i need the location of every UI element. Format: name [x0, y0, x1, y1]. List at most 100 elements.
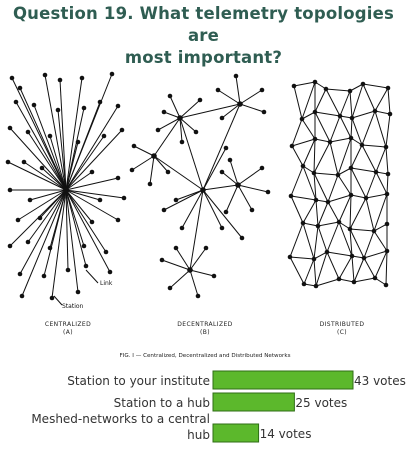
decentralized-link — [163, 189, 204, 211]
distributed-link — [337, 167, 352, 176]
centralized-station — [55, 107, 61, 113]
distributed-link — [385, 146, 389, 175]
centralized-link — [23, 161, 67, 191]
decentralized-station — [233, 73, 239, 79]
centralized-station — [103, 249, 109, 255]
distributed-link — [338, 194, 352, 223]
distributed-station — [347, 226, 353, 232]
distributed-link — [374, 87, 389, 112]
decentralized-link — [175, 247, 191, 271]
distributed-link — [365, 193, 388, 199]
distributed-link — [313, 172, 317, 201]
decentralized-station — [179, 139, 185, 145]
centralized-link — [17, 189, 67, 221]
decentralized-link — [175, 189, 204, 201]
decentralized-link — [179, 117, 204, 191]
centralized-link — [65, 135, 105, 191]
decentralized-station — [165, 169, 171, 175]
distributed-link — [353, 277, 376, 283]
distributed-link — [326, 221, 340, 253]
decentralized-link — [225, 184, 239, 213]
centralized-link — [65, 189, 111, 273]
centralized-link — [43, 189, 67, 277]
bar — [212, 392, 295, 412]
distributed-link — [351, 117, 363, 146]
decentralized-station — [155, 127, 161, 133]
centralized-station — [5, 159, 11, 165]
distributed-link — [293, 85, 303, 120]
decentralized-station — [173, 245, 179, 251]
decentralized-station — [219, 225, 225, 231]
distributed-station — [289, 143, 295, 149]
decentralized-station — [131, 143, 137, 149]
distributed-station — [383, 144, 389, 150]
distributed-link — [365, 197, 375, 232]
decentralized-link — [153, 155, 204, 191]
centralized-station — [109, 71, 115, 77]
distributed-link — [385, 250, 388, 286]
distributed-link — [351, 83, 364, 119]
distributed-label: DISTRIBUTED — [320, 321, 365, 328]
distributed-link — [290, 195, 317, 201]
distributed-link — [314, 138, 331, 143]
centralized-station — [47, 133, 53, 139]
centralized-station — [107, 269, 113, 275]
centralized-station — [19, 293, 25, 299]
decentralized-station — [173, 197, 179, 203]
decentralized-station — [249, 207, 255, 213]
distributed-link — [327, 201, 340, 223]
distributed-link — [302, 222, 315, 260]
centralized-station — [75, 289, 81, 295]
decentralized-link — [202, 189, 243, 239]
distributed-link — [317, 225, 328, 253]
decentralized-link — [179, 117, 183, 143]
distributed-station — [327, 139, 333, 145]
distributed-station — [384, 221, 390, 227]
distributed-link — [291, 138, 316, 147]
bar-value-label: 14 votes — [260, 427, 312, 441]
distributed-link — [339, 115, 352, 139]
distributed-station — [348, 192, 354, 198]
decentralized-link — [235, 75, 241, 105]
decentralized-station — [195, 293, 201, 299]
distributed-link — [289, 256, 315, 260]
distributed-station — [337, 113, 343, 119]
decentralized-link — [161, 259, 191, 271]
centralized-link — [65, 141, 79, 191]
decentralized-station — [161, 207, 167, 213]
distributed-network-diagram — [287, 79, 393, 289]
distributed-station — [363, 195, 369, 201]
centralized-link — [65, 189, 101, 201]
centralized-station — [83, 263, 89, 269]
distributed-link — [349, 194, 352, 230]
centralized-link — [29, 189, 67, 201]
distributed-link — [387, 87, 391, 115]
centralized-link — [59, 79, 67, 191]
distributed-link — [374, 250, 388, 279]
distributed-station — [287, 254, 293, 260]
distributed-link — [349, 228, 375, 232]
station-annotation-pointer — [53, 295, 63, 306]
distributed-link — [329, 115, 341, 143]
centralized-station — [7, 125, 13, 131]
distributed-link — [301, 81, 316, 120]
decentralized-link — [189, 269, 215, 277]
centralized-station — [17, 271, 23, 277]
distributed-link — [339, 90, 351, 117]
decentralized-link — [239, 103, 265, 113]
centralized-station — [13, 99, 19, 105]
distributed-link — [314, 88, 327, 113]
distributed-link — [289, 222, 304, 258]
distributed-link — [290, 195, 304, 224]
decentralized-link — [169, 269, 191, 289]
distributed-link — [338, 255, 353, 280]
decentralized-network-diagram — [129, 73, 271, 299]
centralized-station — [15, 217, 21, 223]
decentralized-hub — [200, 187, 206, 193]
decentralized-link — [237, 167, 263, 186]
distributed-link — [362, 83, 376, 112]
distributed-link — [315, 278, 340, 287]
centralized-link — [21, 189, 67, 297]
distributed-link — [350, 144, 363, 169]
distributed-station — [313, 283, 319, 289]
